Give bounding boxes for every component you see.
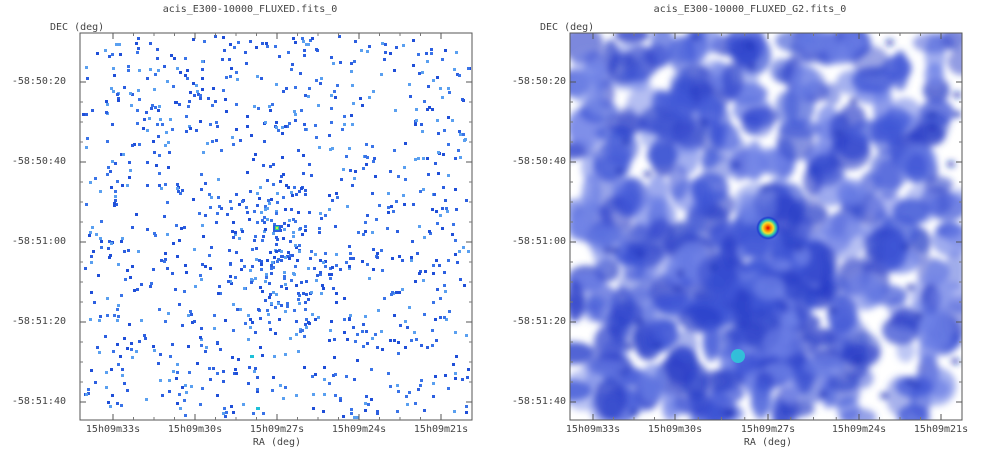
right-x-tick-label: 15h09m27s [740,424,796,435]
right-x-tick-label: 15h09m21s [913,424,969,435]
left-x-tick-label: 15h09m27s [249,424,305,435]
right-image-title: acis_E300-10000_FLUXED_G2.fits_0 [653,4,847,15]
left-y-tick-label: -58:51:20 [11,316,66,327]
left-y-tick-label: -58:50:20 [11,76,66,87]
left-image-title: acis_E300-10000_FLUXED.fits_0 [162,4,338,15]
right-x-tick-label: 15h09m30s [647,424,703,435]
right-y-tick-label: -58:51:40 [511,396,566,407]
left-y-tick-label: -58:50:40 [11,156,66,167]
left-x-tick-label: 15h09m33s [85,424,141,435]
left-dec-axis-label: DEC (deg) [50,22,105,33]
right-ra-axis-label: RA (deg) [743,437,793,448]
left-bright-source [273,225,281,232]
right-y-tick-label: -58:51:20 [511,316,566,327]
right-image-panel: acis_E300-10000_FLUXED_G2.fits_0 DEC (de… [500,0,1000,456]
right-y-tick-label: -58:50:40 [511,156,566,167]
right-image-plot[interactable] [500,0,1000,456]
right-x-tick-label: 15h09m24s [831,424,887,435]
right-x-tick-label: 15h09m33s [565,424,621,435]
left-x-tick-label: 15h09m21s [413,424,469,435]
left-y-tick-label: -58:51:40 [11,396,66,407]
right-bright-source [756,216,780,240]
right-y-tick-label: -58:50:20 [511,76,566,87]
left-count-pixels [82,35,471,419]
right-y-tick-label: -58:51:00 [511,236,566,247]
right-smoothed-emission [570,33,962,420]
left-image-panel: acis_E300-10000_FLUXED.fits_0 DEC (deg) … [0,0,500,456]
left-y-tick-label: -58:51:00 [11,236,66,247]
left-x-tick-label: 15h09m24s [331,424,387,435]
left-ra-axis-label: RA (deg) [252,437,302,448]
left-image-plot[interactable] [0,0,500,456]
left-x-tick-label: 15h09m30s [167,424,223,435]
right-dec-axis-label: DEC (deg) [540,22,595,33]
